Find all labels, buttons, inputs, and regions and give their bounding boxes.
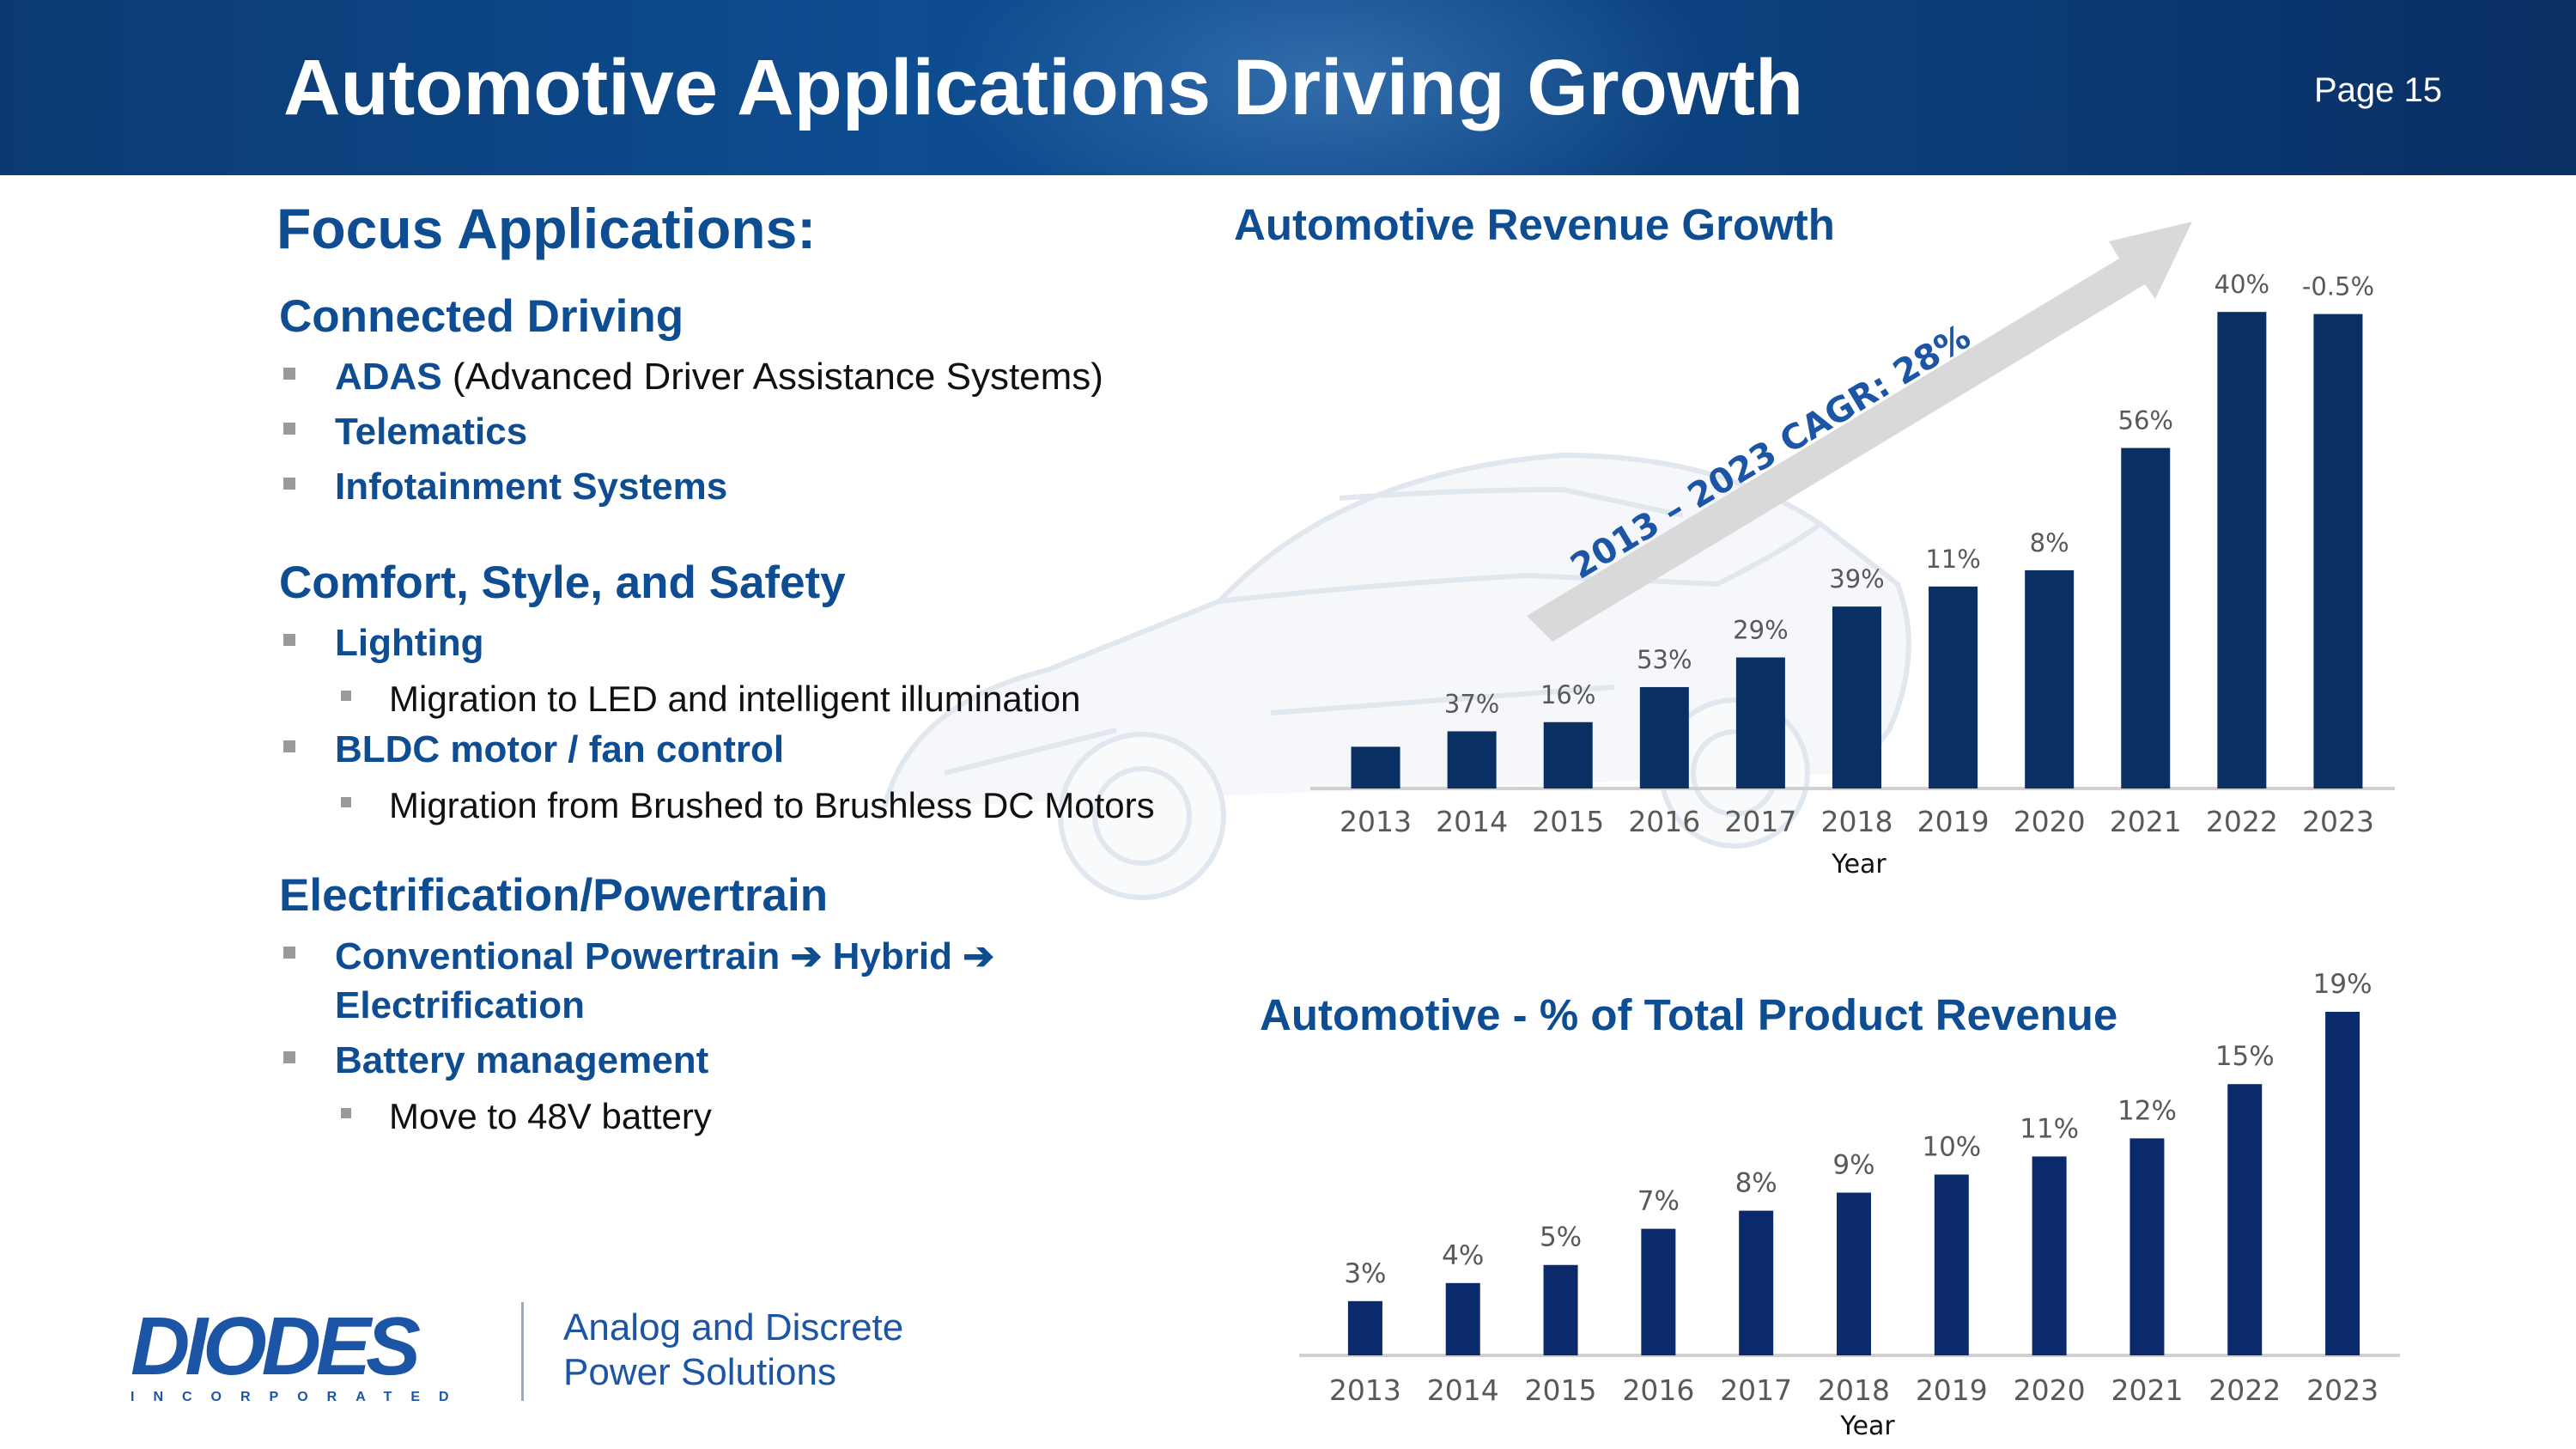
chart1-bar-2021 <box>2121 447 2171 788</box>
bullet-infotainment: Infotainment Systems <box>283 466 728 508</box>
chart2-data-label-2013: 3% <box>1344 1258 1386 1289</box>
chart2-data-label-2014: 4% <box>1442 1240 1484 1271</box>
chart2-data-label-2022: 15% <box>2215 1041 2275 1072</box>
chart1-data-label-2021: 56% <box>2118 406 2173 435</box>
bullet-square-icon <box>283 634 295 646</box>
chart1-data-label-2019: 11% <box>1925 545 1980 574</box>
chart2-bar-2014 <box>1445 1282 1480 1355</box>
chart1-data-label-2020: 8% <box>2030 528 2069 557</box>
bullet-square-icon <box>283 740 295 752</box>
chart2-data-label-2023: 19% <box>2313 969 2372 1000</box>
section-connected-driving: Connected Driving <box>279 291 684 342</box>
battery-label: Battery management <box>335 1039 709 1081</box>
chart2-bar-2022 <box>2227 1084 2263 1355</box>
tagline-line-2: Power Solutions <box>563 1351 836 1393</box>
chart2-data-label-2016: 7% <box>1637 1186 1680 1217</box>
chart2-tick-2015: 2015 <box>1525 1373 1597 1407</box>
slide-title: Automotive Applications Driving Growth <box>283 44 1804 131</box>
infotainment-label: Infotainment Systems <box>335 466 728 508</box>
bullet-powertrain: Conventional Powertrain ➔ Hybrid ➔ <box>283 935 995 978</box>
bullet-square-icon <box>283 947 295 959</box>
bullet-lighting: Lighting <box>283 622 484 665</box>
sub-bullet-48v: Move to 48V battery <box>341 1096 712 1137</box>
bldc-label: BLDC motor / fan control <box>335 728 785 770</box>
chart2-data-label-2020: 11% <box>2020 1113 2079 1144</box>
powertrain-line-2: Electrification <box>335 984 585 1026</box>
logo-subtext: INCORPORATED <box>131 1390 468 1404</box>
chart2-data-label-2015: 5% <box>1540 1222 1582 1253</box>
adas-label: ADAS <box>335 356 442 398</box>
chart1-data-label-2022: 40% <box>2215 270 2269 299</box>
bullet-powertrain-cont: Electrification <box>335 984 585 1027</box>
chart2-data-label-2017: 8% <box>1735 1168 1777 1199</box>
tagline-line-1: Analog and Discrete <box>563 1306 904 1349</box>
logo-tagline: Analog and Discrete Power Solutions <box>563 1306 903 1395</box>
bullet-telematics: Telematics <box>283 411 528 454</box>
bldc-sub-text: Migration from Brushed to Brushless DC M… <box>389 785 1155 825</box>
adas-description: (Advanced Driver Assistance Systems) <box>441 356 1103 398</box>
header-glow <box>945 0 1717 175</box>
chart2-tick-2019: 2019 <box>1916 1373 1988 1407</box>
section-electrification: Electrification/Powertrain <box>279 870 829 921</box>
telematics-label: Telematics <box>335 411 528 453</box>
bullet-square-icon <box>283 1051 295 1063</box>
chart1-tick-2020: 2020 <box>2014 805 2086 838</box>
chart2-tick-2013: 2013 <box>1329 1373 1401 1407</box>
chart1-bar-2020 <box>2025 569 2075 788</box>
chart2-x-axis-label: Year <box>1839 1411 1895 1441</box>
chart2-tick-2014: 2014 <box>1427 1373 1499 1407</box>
chart2-tick-2020: 2020 <box>2014 1373 2086 1407</box>
diodes-logo: DIODES INCORPORATED <box>131 1306 468 1405</box>
lighting-label: Lighting <box>335 622 484 664</box>
bullet-square-icon <box>341 1108 351 1118</box>
bullet-square-icon <box>283 368 295 380</box>
chart2-bar-2020 <box>2032 1156 2067 1355</box>
logo-wordmark: DIODES <box>131 1300 421 1392</box>
chart2-data-label-2021: 12% <box>2117 1095 2177 1126</box>
chart2-title: Automotive - % of Total Product Revenue <box>1260 990 2118 1039</box>
focus-heading: Focus Applications: <box>276 197 817 260</box>
chart2-tick-2023: 2023 <box>2306 1373 2379 1407</box>
chart2-bar-2015 <box>1543 1264 1578 1355</box>
sub-bullet-brushless: Migration from Brushed to Brushless DC M… <box>341 785 1155 826</box>
chart2-tick-2021: 2021 <box>2111 1373 2183 1407</box>
chart2-bar-2016 <box>1641 1228 1676 1355</box>
chart2-bar-2019 <box>1934 1174 1969 1355</box>
sub-bullet-led: Migration to LED and intelligent illumin… <box>341 679 1081 720</box>
chart2-bar-2023 <box>2325 1012 2360 1355</box>
chart2-bar-2017 <box>1739 1210 1774 1355</box>
chart2-bar-2021 <box>2129 1138 2165 1355</box>
bullet-square-icon <box>341 797 351 807</box>
chart1-tick-2022: 2022 <box>2206 805 2278 838</box>
page-number: Page 15 <box>2314 71 2443 109</box>
header-banner: Automotive Applications Driving Growth P… <box>0 0 2576 175</box>
bullet-bldc: BLDC motor / fan control <box>283 728 785 771</box>
battery-sub-text: Move to 48V battery <box>389 1096 712 1136</box>
bullet-square-icon <box>283 423 295 435</box>
chart2-tick-2016: 2016 <box>1622 1373 1694 1407</box>
chart2-tick-2018: 2018 <box>1818 1373 1890 1407</box>
chart1-tick-2023: 2023 <box>2302 805 2374 838</box>
chart2-data-label-2018: 9% <box>1832 1150 1874 1181</box>
chart1-bar-2019 <box>1929 586 1978 788</box>
chart2-tick-2022: 2022 <box>2208 1373 2281 1407</box>
chart2-tick-2017: 2017 <box>1720 1373 1792 1407</box>
lighting-sub-text: Migration to LED and intelligent illumin… <box>389 679 1081 719</box>
logo-divider <box>521 1302 524 1401</box>
section-comfort-style-safety: Comfort, Style, and Safety <box>279 557 846 608</box>
chart1-title: Automotive Revenue Growth <box>1234 200 1835 249</box>
chart2-data-label-2019: 10% <box>1922 1131 1981 1162</box>
chart2-bar-2013 <box>1347 1300 1382 1355</box>
powertrain-line-1: Conventional Powertrain ➔ Hybrid ➔ <box>335 935 995 977</box>
chart1-bar-2022 <box>2217 312 2267 788</box>
bullet-battery: Battery management <box>283 1039 709 1082</box>
chart1-tick-2021: 2021 <box>2110 805 2182 838</box>
car-illustration <box>882 452 1911 900</box>
bullet-adas: ADAS (Advanced Driver Assistance Systems… <box>283 356 1103 399</box>
chart1-data-label-2023: -0.5% <box>2302 272 2374 301</box>
chart2-bar-2018 <box>1837 1192 1871 1355</box>
bullet-square-icon <box>283 478 295 490</box>
chart1-bar-2023 <box>2313 314 2363 788</box>
bullet-square-icon <box>341 691 351 701</box>
